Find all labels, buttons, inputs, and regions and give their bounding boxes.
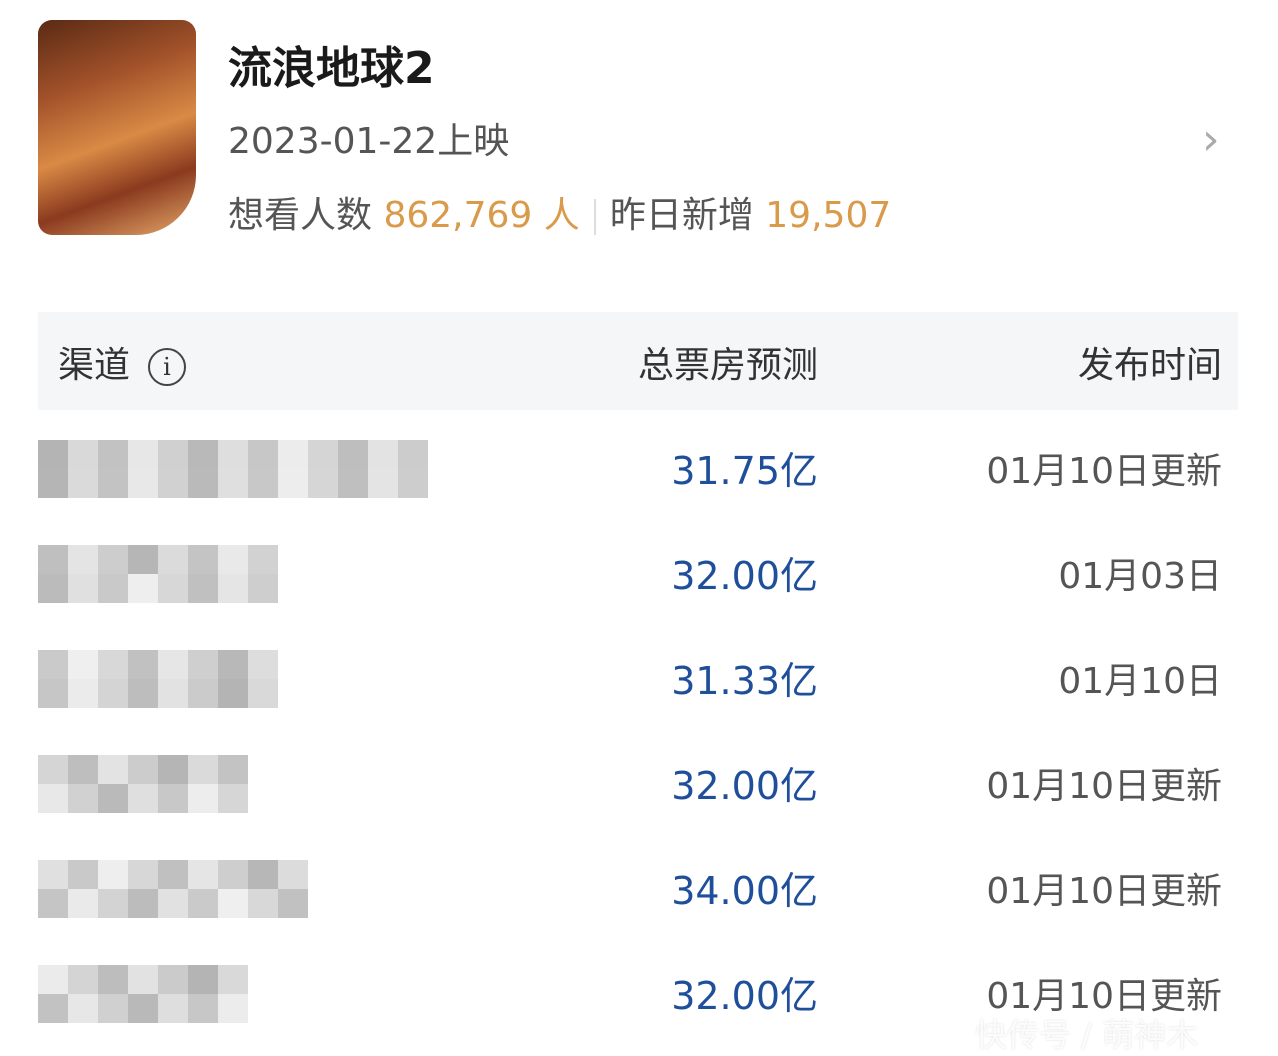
header-channel-label: 渠道: [58, 345, 131, 386]
want-count: 862,769: [383, 195, 533, 236]
publish-time: 01月10日更新: [986, 871, 1222, 912]
table-row[interactable]: 31.75亿 01月10日更新: [38, 412, 1238, 517]
watermark: 快传号 / 萌神木: [975, 1016, 1199, 1054]
new-count: 19,507: [765, 195, 892, 236]
forecast-value: 32.00亿: [671, 554, 818, 598]
publish-time: 01月10日更新: [986, 976, 1222, 1017]
blurred-channel-name: [38, 965, 428, 1023]
publish-time: 01月03日: [1058, 556, 1222, 597]
publish-time: 01月10日更新: [986, 766, 1222, 807]
release-date: 2023-01-22上映: [228, 121, 510, 162]
table-header: [38, 312, 1238, 410]
chevron-right-icon[interactable]: ›: [1202, 114, 1220, 165]
forecast-value: 32.00亿: [671, 974, 818, 1018]
header-forecast: 总票房预测: [637, 345, 818, 386]
movie-stats: 想看人数 862,769 人昨日新增 19,507: [228, 186, 891, 238]
publish-time: 01月10日: [1058, 661, 1222, 702]
header-channel: 渠道 i: [58, 336, 187, 388]
blurred-channel-name: [38, 545, 428, 603]
new-label: 昨日新增: [609, 195, 754, 236]
blurred-channel-name: [38, 755, 428, 813]
table-row[interactable]: 32.00亿 01月10日更新: [38, 937, 1238, 1042]
movie-poster[interactable]: [38, 20, 196, 235]
publish-time: 01月10日更新: [986, 451, 1222, 492]
blurred-channel-name: [38, 860, 428, 918]
header-time: 发布时间: [1077, 345, 1222, 386]
info-icon[interactable]: i: [148, 348, 187, 386]
table-row[interactable]: 32.00亿 01月03日: [38, 517, 1238, 622]
forecast-value: 31.33亿: [671, 659, 818, 703]
blurred-channel-name: [38, 440, 428, 498]
forecast-value: 32.00亿: [671, 764, 818, 808]
table-row[interactable]: 34.00亿 01月10日更新: [38, 832, 1238, 937]
forecast-value: 31.75亿: [671, 449, 818, 493]
forecast-value: 34.00亿: [671, 869, 818, 913]
want-unit: 人: [543, 195, 580, 236]
movie-title: 流浪地球2: [228, 43, 435, 94]
blurred-channel-name: [38, 650, 428, 708]
table-row[interactable]: 32.00亿 01月10日更新: [38, 727, 1238, 832]
table-row[interactable]: 31.33亿 01月10日: [38, 622, 1238, 727]
divider: [593, 199, 596, 235]
want-label: 想看人数: [228, 195, 373, 236]
